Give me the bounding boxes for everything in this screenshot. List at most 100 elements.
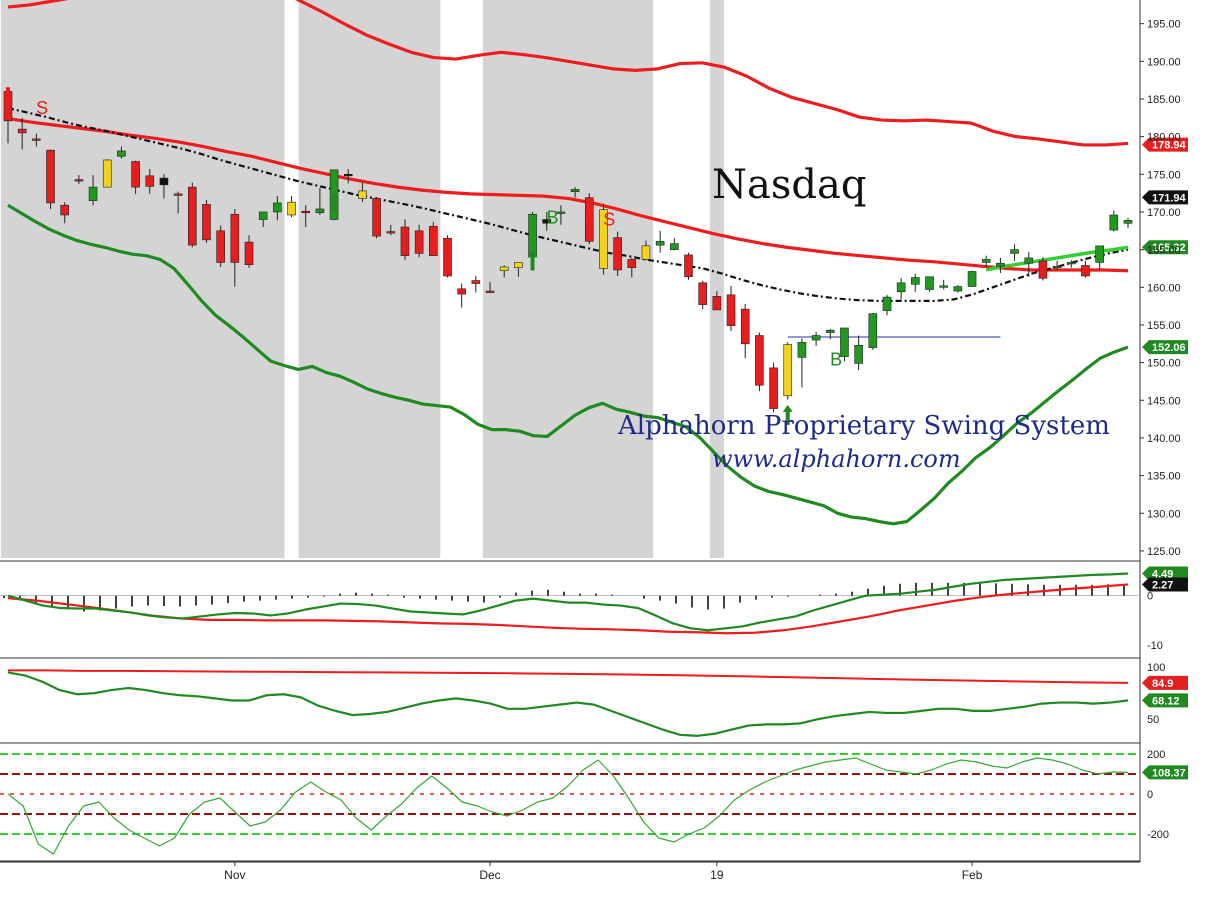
date-tick-label: Dec xyxy=(479,868,500,882)
macd-panel: 0-104.492.27 xyxy=(0,566,1188,652)
green-trend-line xyxy=(985,245,1129,272)
cci-tick-label: 200 xyxy=(1147,749,1165,761)
price-tag: 165.32 xyxy=(1152,242,1186,254)
cci-line xyxy=(7,757,1129,855)
candle-body xyxy=(698,282,707,305)
sell-arrow-icon xyxy=(3,87,13,108)
price-tick-label: 195.00 xyxy=(1147,19,1181,31)
candle-body xyxy=(655,241,665,246)
rsi-tag-box xyxy=(1142,675,1188,690)
shaded-region xyxy=(709,0,724,558)
candle-body xyxy=(570,189,580,192)
candle-body xyxy=(343,174,353,177)
candle-body xyxy=(372,198,381,237)
rsi-line xyxy=(7,671,1129,737)
candle-body xyxy=(244,241,254,266)
price-tick-label: 150.00 xyxy=(1147,358,1181,370)
macd-line xyxy=(7,572,1129,632)
candle-body xyxy=(868,313,878,348)
date-axis: Nov Dec 19 Feb xyxy=(0,861,1140,882)
price-tick-label: 175.00 xyxy=(1147,169,1181,181)
buy-signal-label: B xyxy=(830,350,842,370)
candle-body xyxy=(740,308,750,345)
weekend-shading xyxy=(0,0,724,558)
panel-frames xyxy=(0,0,1141,862)
candle-body xyxy=(414,230,424,254)
price-tag: 171.94 xyxy=(1152,192,1187,204)
candle-body xyxy=(88,186,98,201)
candle-body xyxy=(769,367,778,409)
price-axis: 125.00 130.00 135.00 140.00 145.00 150.00 155.… xyxy=(1140,19,1181,558)
candle-body xyxy=(684,254,693,278)
candle-body xyxy=(925,276,934,290)
candle-body xyxy=(854,344,863,364)
price-tick-label: 180.00 xyxy=(1147,132,1181,144)
candle-body xyxy=(499,266,509,272)
candle-body xyxy=(556,211,566,214)
candle-body xyxy=(670,243,679,250)
cci-tick-label: 0 xyxy=(1147,789,1153,801)
buy-arrow-icon xyxy=(329,192,340,213)
candle-body xyxy=(712,296,722,311)
price-tick-label: 135.00 xyxy=(1147,471,1181,483)
candle-body xyxy=(726,294,736,327)
macd-tick-label: -10 xyxy=(1147,640,1163,652)
candle-body xyxy=(939,285,948,288)
upper-band-line xyxy=(7,0,1129,147)
candle-body xyxy=(358,190,367,199)
chart-title: Nasdaq xyxy=(712,162,866,208)
candle-body xyxy=(386,231,396,234)
candle-body xyxy=(1052,265,1062,269)
candle-body xyxy=(301,210,311,214)
moving-average-line xyxy=(7,106,1129,302)
price-tag: 152.06 xyxy=(1152,342,1186,354)
candle-body xyxy=(967,271,977,287)
date-tick-label: 19 xyxy=(710,868,724,882)
price-tick-label: 145.00 xyxy=(1147,395,1181,407)
candle-body xyxy=(457,288,466,295)
rsi-upper-line xyxy=(8,669,1129,684)
candle-body xyxy=(258,211,268,220)
macd-signal-line xyxy=(7,583,1129,635)
candle-body xyxy=(145,175,155,187)
candle-body xyxy=(896,282,906,293)
candle-body xyxy=(542,219,552,224)
price-tick-label: 140.00 xyxy=(1147,433,1181,445)
candle-body xyxy=(882,296,892,311)
price-tag: 178.94 xyxy=(1152,140,1187,152)
candle-body xyxy=(911,277,920,285)
candle-body xyxy=(131,161,140,188)
date-tick-label: Feb xyxy=(962,868,983,882)
candle-body xyxy=(1081,265,1090,277)
price-tick-label: 165.00 xyxy=(1147,245,1181,257)
price-tick-label: 125.00 xyxy=(1147,546,1181,558)
candle-body xyxy=(755,335,764,386)
candle-body xyxy=(1010,249,1019,254)
candle-body xyxy=(599,209,608,269)
price-tag-box xyxy=(1142,137,1188,152)
candle-body xyxy=(825,329,835,333)
candle-body xyxy=(443,238,452,277)
candle-body xyxy=(273,202,282,213)
sell-signal-label: S xyxy=(36,98,48,118)
candle-body xyxy=(1038,260,1048,279)
sell-signal-label: S xyxy=(603,210,615,230)
candle-body xyxy=(173,193,183,196)
candle-body xyxy=(315,208,325,214)
cci-tag-box xyxy=(1142,765,1188,780)
price-tick-label: 130.00 xyxy=(1147,508,1181,520)
shaded-region xyxy=(0,0,285,558)
candle-body xyxy=(1123,219,1133,224)
price-tag-box xyxy=(1142,240,1188,255)
candle-body xyxy=(400,226,410,256)
price-tick-label: 155.00 xyxy=(1147,320,1181,332)
price-tick-label: 160.00 xyxy=(1147,282,1181,294)
candle-body xyxy=(287,201,296,216)
candle-body xyxy=(46,149,55,204)
candle-body xyxy=(102,159,112,188)
candle-body xyxy=(840,327,849,357)
macd-tag-box xyxy=(1142,577,1188,592)
candle-body xyxy=(188,186,197,246)
macd-tag: 2.27 xyxy=(1152,579,1173,591)
